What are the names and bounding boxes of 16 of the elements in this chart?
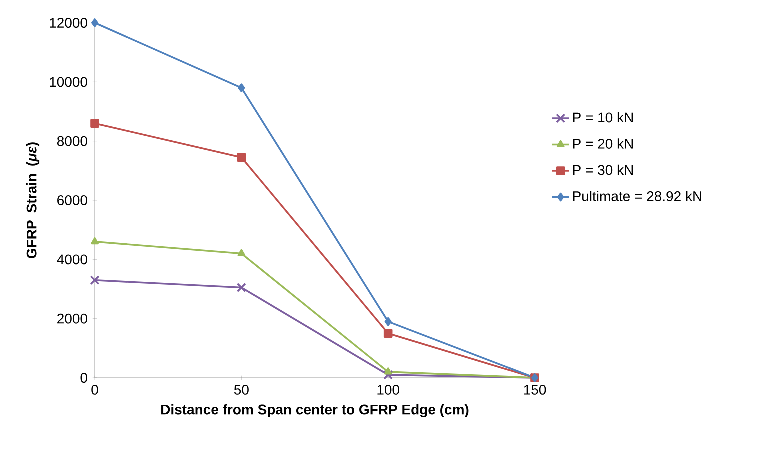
x-tick-label: 150 xyxy=(524,384,546,395)
y-tick-label: 2000 xyxy=(58,314,88,324)
legend-label: P = 30 kN xyxy=(573,164,633,176)
legend-label: P = 20 kN xyxy=(573,138,633,149)
x-tick-label: 0 xyxy=(92,384,98,395)
y-tick-label: 12000 xyxy=(50,18,88,28)
y-tick-label: 4000 xyxy=(57,254,88,265)
y-tick-label: 6000 xyxy=(58,196,88,206)
legend-label: Pultimate = 28.92 kN xyxy=(573,191,702,202)
x-axis-title: Distance from Span center to GFRP Edge (cm) xyxy=(162,404,469,418)
x-tick-label: 100 xyxy=(378,384,400,395)
y-tick-label: 0 xyxy=(80,373,88,383)
y-tick-label: 8000 xyxy=(57,136,88,146)
legend-label: P = 10 kN xyxy=(573,112,633,123)
x-tick-label: 50 xyxy=(234,384,249,395)
y-tick-label: 10000 xyxy=(50,77,88,88)
